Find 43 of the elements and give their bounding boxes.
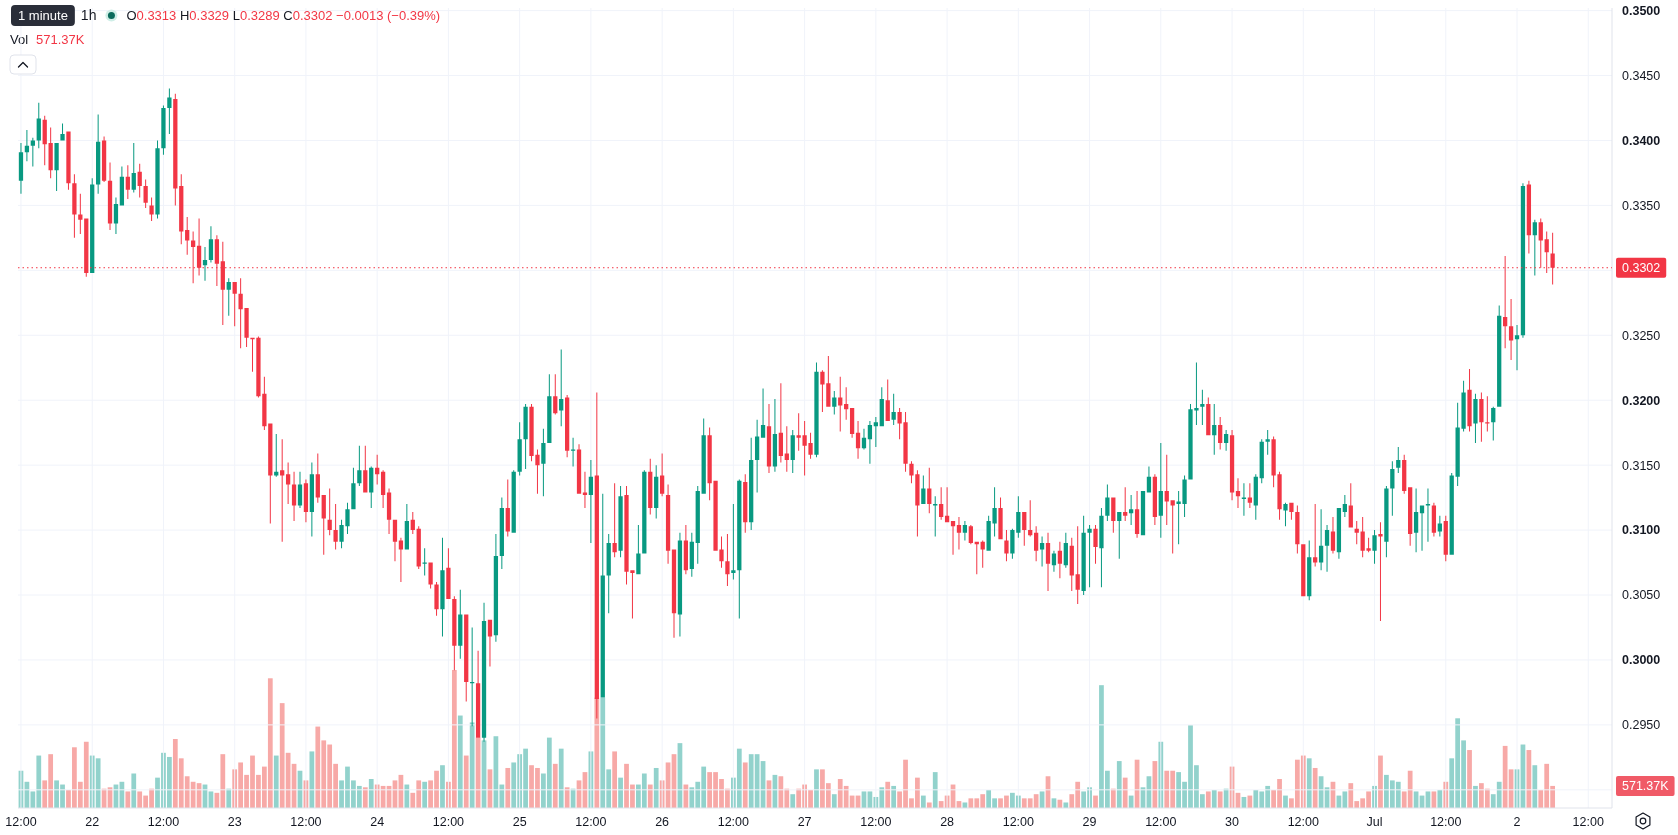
y-tick-label: 0.3050	[1622, 588, 1661, 603]
x-tick-label: 12:00	[1572, 815, 1604, 829]
y-tick-label: 0.2950	[1622, 718, 1661, 733]
x-tick-label: Jul	[1366, 815, 1383, 829]
x-tick-label: 12:00	[432, 815, 465, 829]
x-tick-label: 27	[797, 815, 812, 829]
y-tick-label: 0.3450	[1622, 68, 1661, 83]
axis-tag: 0.3302	[1616, 257, 1667, 278]
y-tick-label: 0.3400	[1622, 133, 1661, 148]
y-tick-label: 0.3000	[1622, 653, 1661, 668]
chart-title: 1h	[80, 7, 97, 23]
x-tick-label: 30	[1225, 815, 1240, 829]
x-tick-label: 28	[940, 815, 955, 829]
x-tick-label: 12:00	[575, 815, 607, 829]
x-tick-label: 29	[1082, 815, 1097, 829]
y-tick-label: 0.3150	[1622, 458, 1661, 473]
x-tick-label: 12:00	[1145, 815, 1177, 829]
x-tick-label: 12:00	[717, 815, 750, 829]
y-tick-label: 0.3350	[1622, 198, 1661, 213]
annotation: 1 minute	[18, 8, 68, 23]
y-tick-label: 0.3100	[1622, 523, 1661, 538]
x-tick-label: 12:00	[5, 815, 37, 829]
tooltip: 1 minute	[11, 5, 75, 26]
x-tick-label: 25	[512, 815, 527, 829]
x-tick-label: 12:00	[1002, 815, 1035, 829]
x-tick-label: 12:00	[290, 815, 322, 829]
x-tick-label: 12:00	[147, 815, 180, 829]
x-tick-label: 12:00	[1287, 815, 1319, 829]
x-tick-label: 12:00	[860, 815, 892, 829]
x-tick-label: 2	[1513, 815, 1521, 829]
x-tick-label: 26	[655, 815, 670, 829]
ref-line-label: 0.3302	[1622, 261, 1661, 276]
y-tick-label: 0.3500	[1622, 3, 1661, 18]
axis-tag: 571.37K	[1616, 775, 1675, 796]
y-tick-label: 0.3250	[1622, 328, 1661, 343]
x-tick-label: 12:00	[1430, 815, 1462, 829]
text: O0.3313 H0.3329 L0.3289 C0.3302 −0.0013 (−0.39%)	[126, 8, 441, 23]
annotation: 571.37K	[36, 32, 85, 47]
x-tick-label: 22	[85, 815, 100, 829]
x-tick-label: 23	[227, 815, 242, 829]
y-tick-label: 0.3200	[1622, 393, 1661, 408]
x-tick-label: 24	[370, 815, 385, 829]
chart-title: Vol	[10, 32, 29, 47]
